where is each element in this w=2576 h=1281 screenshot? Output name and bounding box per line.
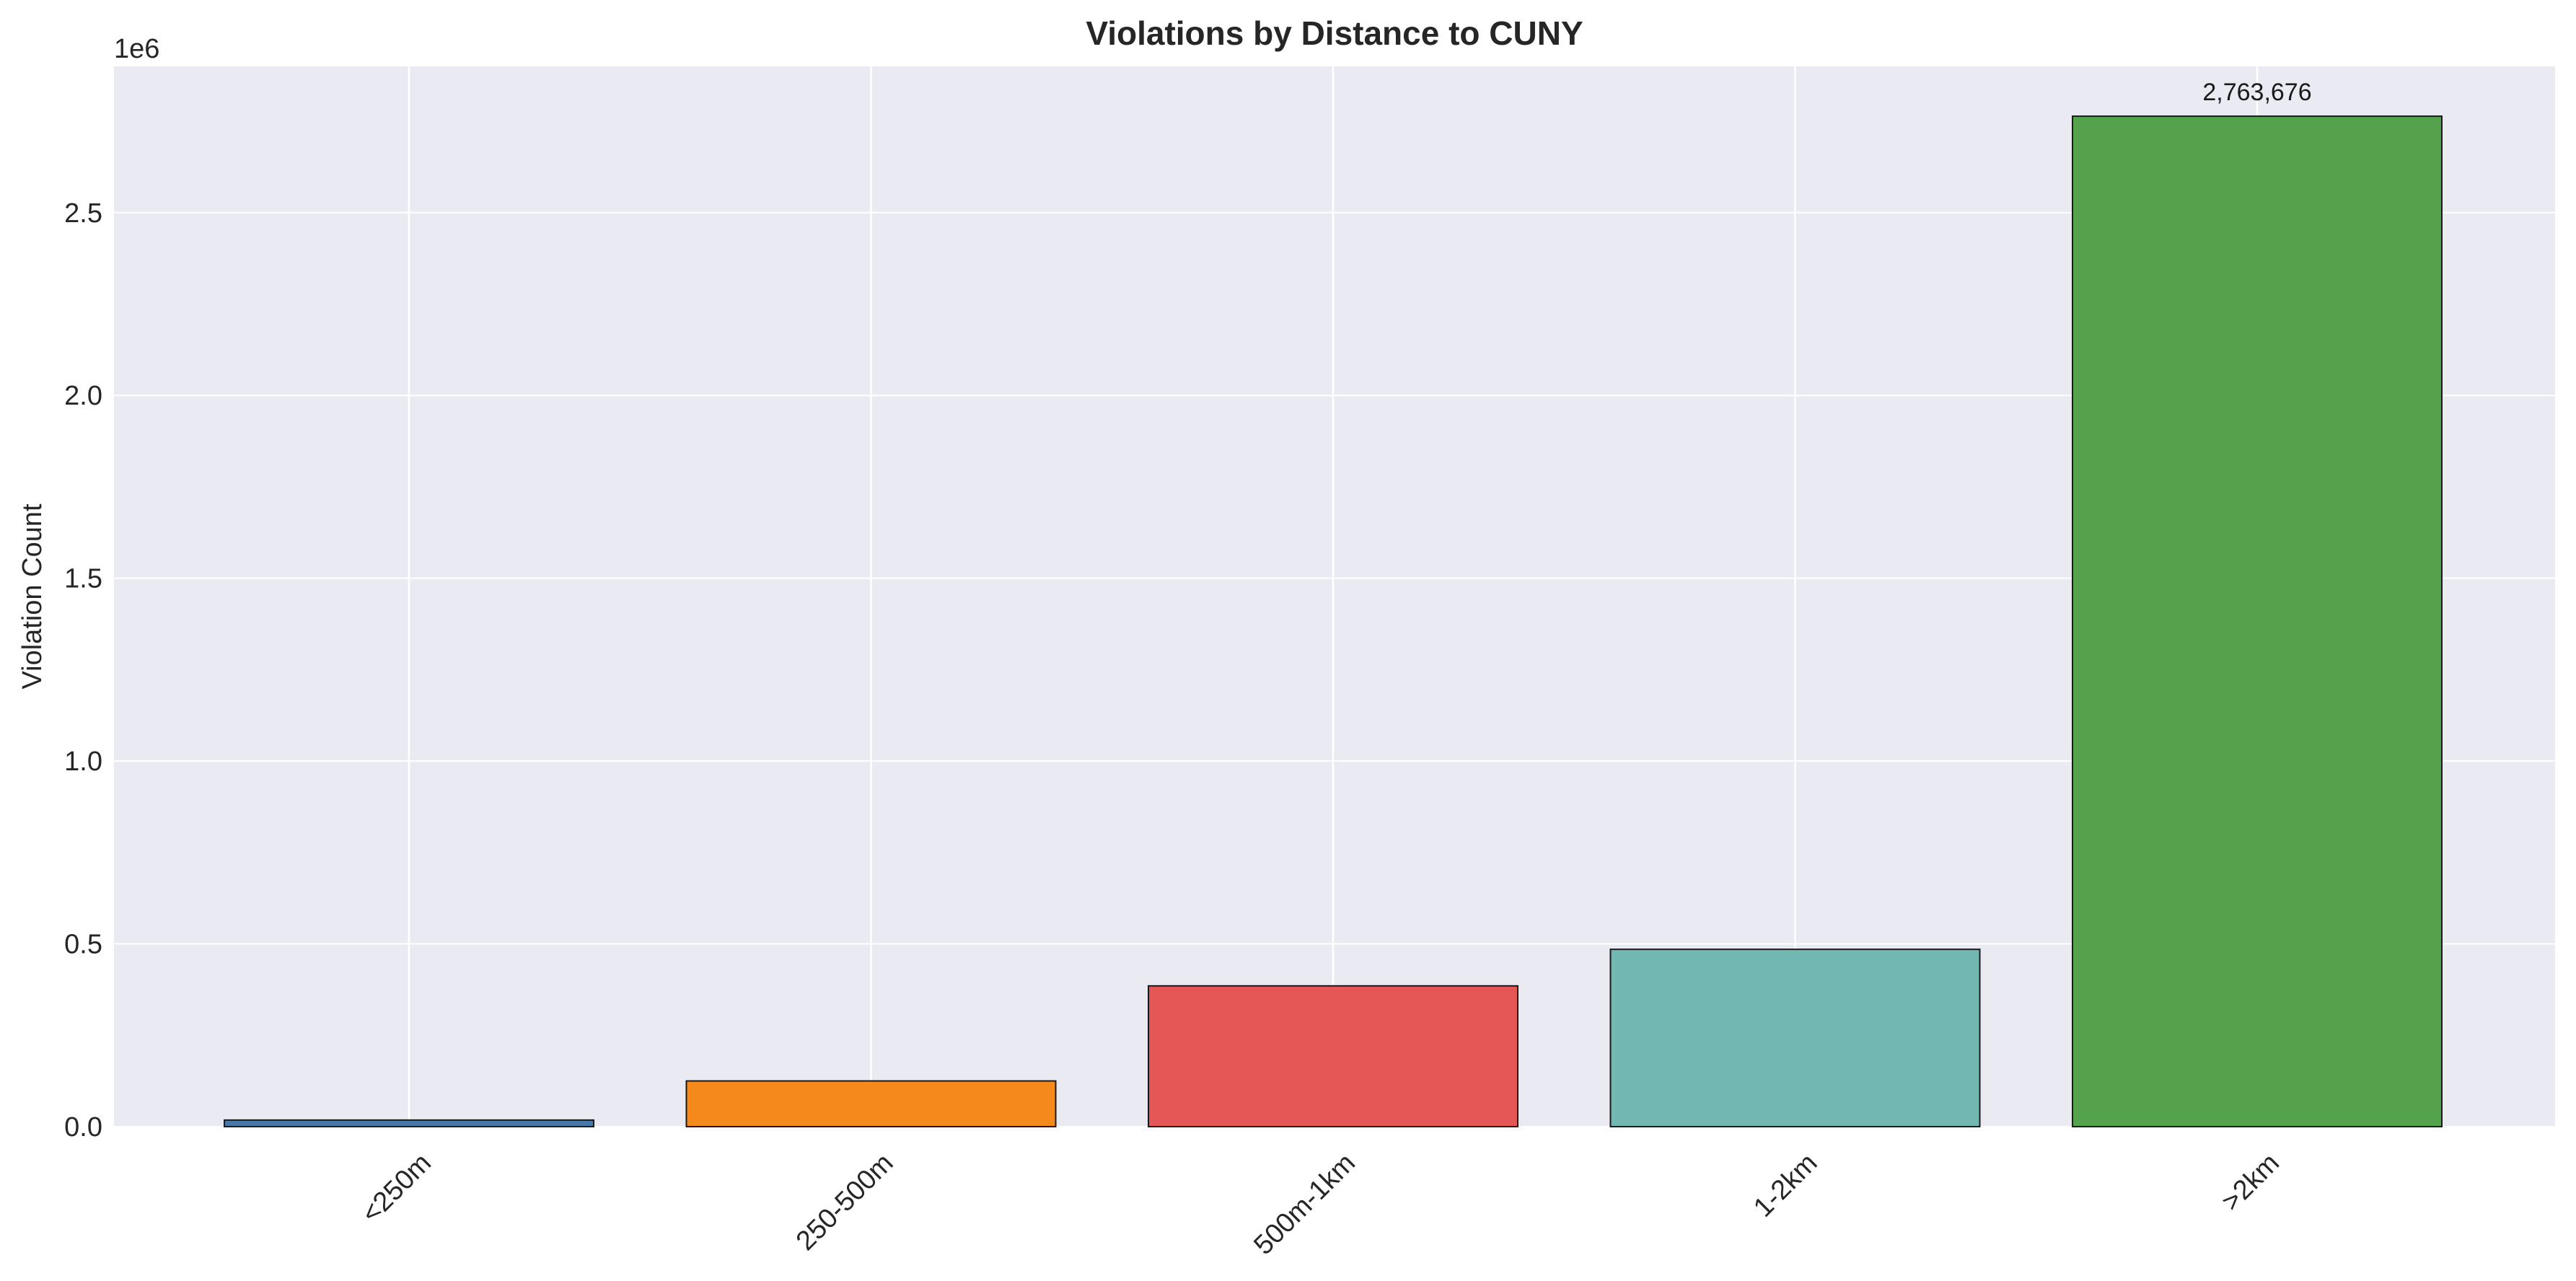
y-axis-label: Violation Count	[17, 503, 48, 689]
y-tick-label: 2.0	[64, 381, 102, 411]
data-label: 2,763,676	[2202, 79, 2311, 106]
y-axis-ticks: 0.0 0.5 1.0 1.5 2.0 2.5	[64, 198, 102, 1143]
bar-2	[685, 1080, 1057, 1128]
data-labels: 2,763,676	[2202, 79, 2311, 106]
bar-4	[1609, 948, 1981, 1127]
y-tick-label: 0.5	[64, 930, 102, 960]
chart-title: Violations by Distance to CUNY	[1086, 14, 1583, 52]
bar-3	[1148, 985, 1518, 1128]
bar-5	[2072, 115, 2443, 1127]
y-tick-label: 2.5	[64, 198, 102, 229]
y-tick-label: 0.0	[64, 1112, 102, 1143]
bars	[224, 115, 2443, 1128]
y-tick-label: 1.5	[64, 564, 102, 594]
bar-1	[224, 1119, 594, 1127]
y-axis-offset-label: 1e6	[114, 34, 159, 64]
y-tick-label: 1.0	[64, 747, 102, 777]
